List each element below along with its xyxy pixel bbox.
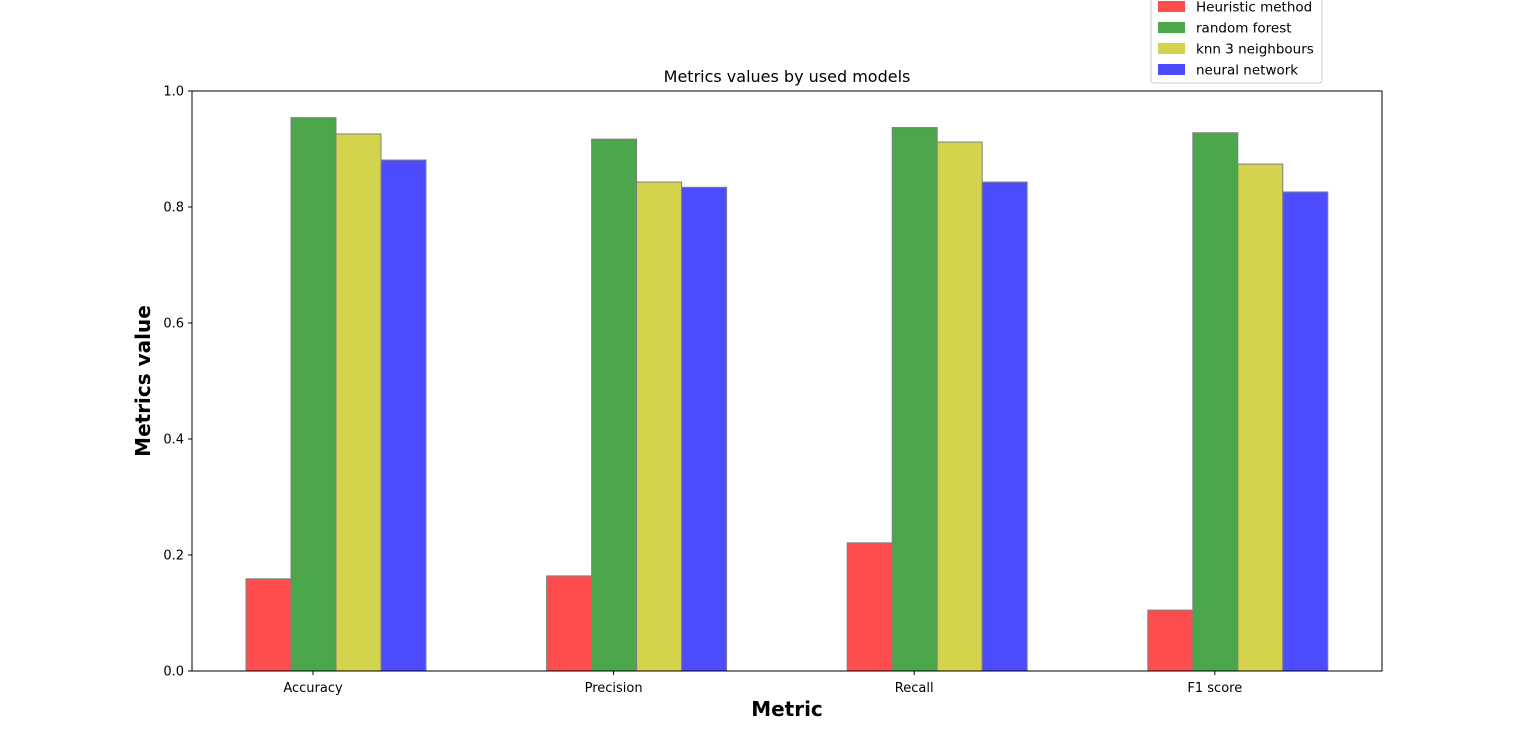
legend-label: Heuristic method (1196, 0, 1312, 16)
bar-random-forest-precision (591, 138, 638, 672)
legend-swatch (1158, 1, 1185, 12)
bar-neural-network-precision (681, 186, 728, 672)
y-tick-label: 0.2 (163, 549, 184, 564)
y-tick-label: 0.6 (163, 317, 184, 332)
legend-label: random forest (1196, 21, 1292, 37)
bar-heuristic-method-accuracy (245, 578, 292, 672)
bar-neural-network-accuracy (380, 159, 427, 672)
bar-knn-3-neighbours-precision (636, 181, 683, 672)
y-tick-label: 1.0 (163, 85, 184, 100)
y-tick-label: 0.4 (163, 433, 184, 448)
bar-random-forest-f1-score (1192, 132, 1239, 672)
y-axis: 0.0 0.2 0.4 0.6 0.8 1.0 (163, 85, 192, 680)
chart-title: Metrics values by used models (664, 67, 911, 86)
x-tick-label: Recall (895, 681, 934, 696)
plot-frame (191, 90, 1383, 672)
bar-random-forest-recall (891, 127, 938, 672)
y-tick-label: 0.8 (163, 201, 184, 216)
y-tick-label: 0.0 (163, 665, 184, 680)
bar-heuristic-method-recall (846, 542, 893, 672)
legend-label: knn 3 neighbours (1196, 42, 1314, 58)
bars-layer (245, 117, 1329, 672)
bar-heuristic-method-f1-score (1147, 609, 1194, 672)
x-axis: Accuracy Precision Recall F1 score (283, 671, 1242, 696)
bar-knn-3-neighbours-f1-score (1237, 163, 1284, 672)
legend-swatch (1158, 64, 1185, 75)
legend-swatch (1158, 43, 1185, 54)
x-tick-label: F1 score (1187, 681, 1242, 696)
legend: Heuristic method random forest knn 3 neigh… (1150, 0, 1323, 84)
legend-swatch (1158, 22, 1185, 33)
legend-box (1150, 0, 1323, 84)
x-tick-label: Precision (585, 681, 643, 696)
bar-random-forest-accuracy (290, 117, 337, 672)
x-tick-label: Accuracy (283, 681, 343, 696)
y-axis-label: Metrics value (131, 305, 155, 457)
bar-neural-network-recall (981, 181, 1028, 672)
bar-knn-3-neighbours-recall (936, 141, 983, 672)
bar-heuristic-method-precision (546, 575, 593, 672)
legend-label: neural network (1196, 63, 1298, 79)
x-axis-label: Metric (751, 697, 823, 721)
bar-neural-network-f1-score (1282, 191, 1329, 672)
bar-knn-3-neighbours-accuracy (335, 133, 382, 672)
